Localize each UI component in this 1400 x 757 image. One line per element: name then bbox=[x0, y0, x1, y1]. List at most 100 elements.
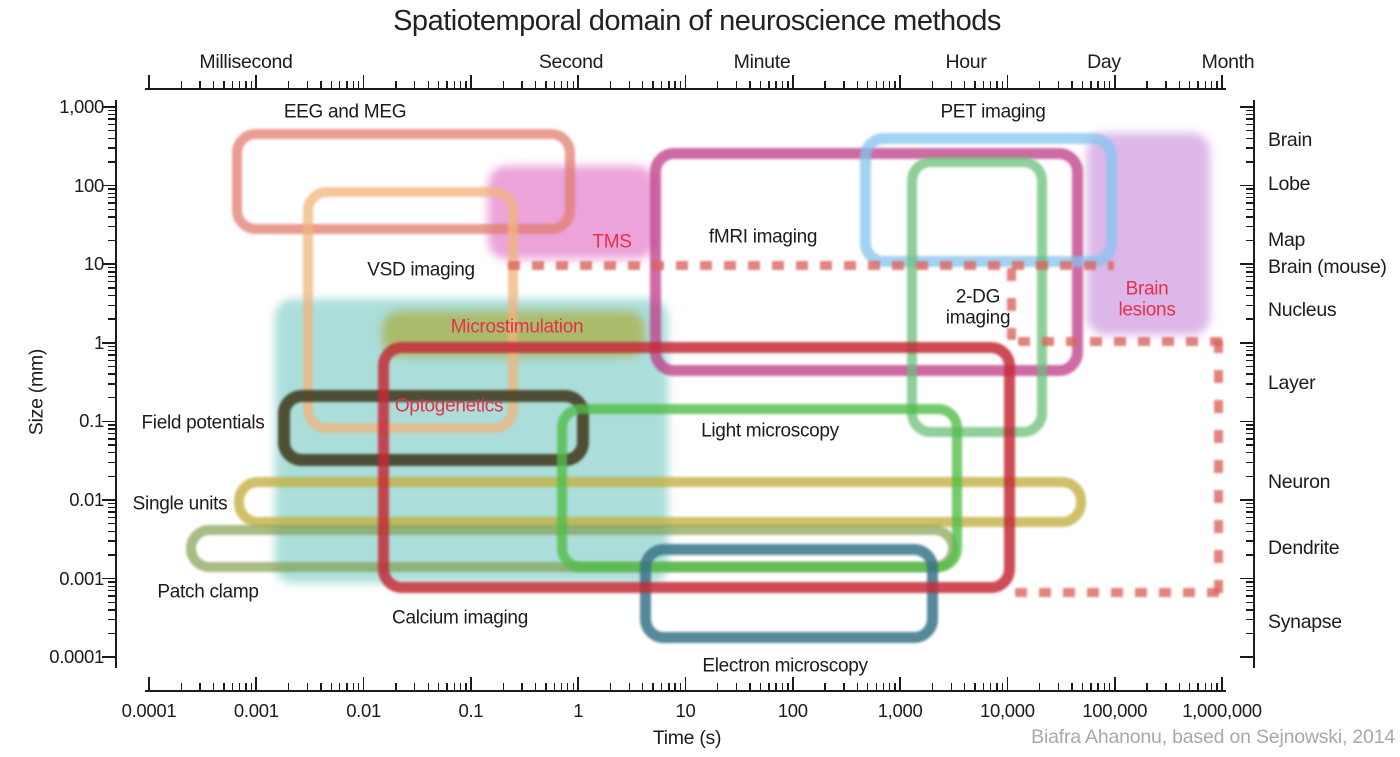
method-label-fmri-imaging: fMRI imaging bbox=[708, 226, 818, 248]
top-axis-minor-tick bbox=[843, 81, 845, 88]
left-axis-major-tick bbox=[102, 106, 115, 108]
bottom-axis-minor-tick bbox=[1039, 683, 1041, 690]
bottom-axis-minor-tick bbox=[339, 683, 341, 690]
right-axis-minor-tick bbox=[1246, 192, 1253, 194]
dashed-boundary-segment-3 bbox=[1018, 337, 1224, 346]
bottom-axis-minor-tick bbox=[245, 683, 247, 690]
top-axis-major-tick bbox=[684, 75, 687, 88]
bottom-axis-minor-tick bbox=[545, 683, 547, 690]
bottom-axis-line bbox=[145, 690, 1226, 692]
method-label-microstimulation: Microstimulation bbox=[450, 316, 584, 338]
method-box-2dg-imaging bbox=[907, 157, 1048, 438]
left-axis-minor-tick bbox=[108, 109, 115, 112]
left-axis-major-tick bbox=[102, 499, 115, 501]
bottom-axis-minor-tick bbox=[1204, 683, 1207, 690]
bottom-axis-minor-tick bbox=[652, 683, 654, 690]
right-axis-minor-tick bbox=[1246, 202, 1253, 204]
right-axis-minor-tick bbox=[1246, 225, 1253, 228]
right-axis-minor-tick bbox=[1246, 475, 1253, 478]
top-axis-minor-tick bbox=[679, 81, 682, 88]
bottom-axis-minor-tick bbox=[1210, 683, 1213, 690]
right-axis-minor-tick bbox=[1246, 451, 1253, 454]
top-axis-minor-tick bbox=[346, 81, 348, 88]
top-axis-minor-tick bbox=[223, 81, 225, 88]
x-axis-title: Time (s) bbox=[652, 727, 722, 749]
left-axis-minor-tick bbox=[108, 373, 115, 375]
right-axis-minor-tick bbox=[1246, 502, 1253, 505]
right-axis-minor-tick bbox=[1246, 275, 1253, 278]
bottom-axis-minor-tick bbox=[534, 683, 537, 690]
bottom-axis-minor-tick bbox=[1097, 683, 1099, 690]
top-axis-unit-month: Month bbox=[1201, 51, 1255, 73]
right-axis-major-tick bbox=[1240, 577, 1253, 580]
right-axis-minor-tick bbox=[1246, 197, 1253, 199]
bottom-axis-minor-tick bbox=[567, 683, 569, 690]
top-axis-minor-tick bbox=[572, 81, 574, 88]
right-axis-minor-tick bbox=[1246, 585, 1253, 587]
right-axis-major-tick bbox=[1240, 499, 1253, 501]
bottom-axis-minor-tick bbox=[352, 683, 354, 690]
bottom-axis-minor-tick bbox=[446, 683, 448, 690]
top-axis-minor-tick bbox=[749, 81, 751, 88]
top-axis-minor-tick bbox=[521, 81, 523, 88]
right-axis-minor-tick bbox=[1246, 632, 1253, 635]
top-axis-minor-tick bbox=[775, 81, 777, 88]
top-axis-minor-tick bbox=[990, 81, 992, 88]
top-axis-minor-tick bbox=[1081, 81, 1084, 88]
left-axis-minor-tick bbox=[108, 618, 115, 621]
top-axis-minor-tick bbox=[306, 81, 309, 88]
bottom-axis-major-tick bbox=[148, 677, 150, 690]
top-axis-minor-tick bbox=[982, 81, 985, 88]
top-axis-minor-tick bbox=[609, 81, 612, 88]
left-axis-minor-tick bbox=[108, 239, 115, 242]
top-axis-minor-tick bbox=[560, 81, 563, 88]
bottom-axis-minor-tick bbox=[212, 683, 215, 690]
bottom-axis-major-tick bbox=[1113, 677, 1116, 690]
bottom-axis-minor-tick bbox=[996, 683, 998, 690]
dashed-boundary-segment-2 bbox=[1007, 268, 1016, 340]
right-axis-minor-tick bbox=[1246, 590, 1253, 592]
top-axis-minor-tick bbox=[1103, 81, 1105, 88]
right-axis-minor-tick bbox=[1246, 397, 1253, 399]
right-axis-major-tick bbox=[1240, 420, 1253, 423]
bottom-axis-minor-tick bbox=[931, 683, 934, 690]
bottom-axis-minor-tick bbox=[642, 683, 644, 690]
right-axis-minor-tick bbox=[1246, 123, 1253, 126]
bottom-axis-major-tick bbox=[684, 677, 687, 690]
left-axis-minor-tick bbox=[108, 304, 115, 306]
bottom-axis-minor-tick bbox=[306, 683, 309, 690]
bottom-axis-minor-tick bbox=[990, 683, 992, 690]
top-axis-minor-tick bbox=[287, 81, 290, 88]
dashed-boundary-segment-5 bbox=[1015, 588, 1221, 597]
top-axis-minor-tick bbox=[824, 81, 826, 88]
top-axis-minor-tick bbox=[238, 81, 241, 88]
bottom-axis-minor-tick bbox=[427, 683, 429, 690]
left-axis-minor-tick bbox=[108, 225, 115, 228]
top-axis-major-tick bbox=[362, 75, 365, 88]
x-tick-label: 0.0001 bbox=[121, 700, 177, 721]
method-label-field-potentials: Field potentials bbox=[141, 412, 265, 434]
top-axis-minor-tick bbox=[781, 81, 784, 88]
left-axis-minor-tick bbox=[108, 216, 115, 218]
right-axis-structure-neuron: Neuron bbox=[1268, 471, 1331, 493]
bottom-axis-minor-tick bbox=[867, 683, 869, 690]
top-axis-minor-tick bbox=[1001, 81, 1004, 88]
top-axis-unit-millisecond: Millisecond bbox=[199, 51, 293, 73]
bottom-axis-minor-tick bbox=[894, 683, 896, 690]
right-axis-major-tick bbox=[1240, 184, 1253, 187]
bottom-axis-minor-tick bbox=[1216, 683, 1218, 690]
right-axis-structure-map: Map bbox=[1268, 229, 1306, 251]
left-axis-minor-tick bbox=[108, 506, 115, 509]
left-axis-line bbox=[115, 100, 117, 668]
left-axis-minor-tick bbox=[108, 444, 115, 446]
right-axis-major-tick bbox=[1240, 341, 1253, 344]
left-axis-minor-tick bbox=[108, 294, 115, 297]
bottom-axis-minor-tick bbox=[843, 683, 845, 690]
top-axis-minor-tick bbox=[1039, 81, 1041, 88]
bottom-axis-minor-tick bbox=[875, 683, 877, 690]
bottom-axis-minor-tick bbox=[199, 683, 201, 690]
top-axis-minor-tick bbox=[553, 81, 556, 88]
left-axis-minor-tick bbox=[108, 147, 115, 149]
bottom-axis-minor-tick bbox=[668, 683, 670, 690]
bottom-axis-minor-tick bbox=[882, 683, 885, 690]
